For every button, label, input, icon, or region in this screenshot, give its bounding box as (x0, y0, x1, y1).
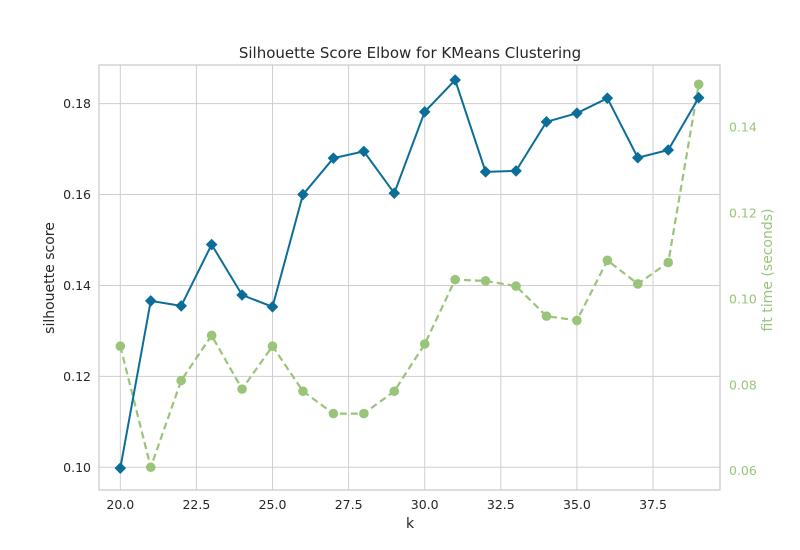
fit-time-point (298, 386, 308, 397)
fit-time-point (145, 462, 156, 473)
silhouette-point (175, 300, 187, 312)
y2-tick-label: 0.14 (729, 120, 757, 135)
series-silhouette-score (114, 74, 705, 474)
silhouette-point (236, 289, 248, 301)
y-tick-label: 0.16 (63, 187, 91, 202)
x-tick-label: 30.0 (411, 497, 439, 512)
x-tick-label: 25.0 (259, 497, 287, 512)
silhouette-point (571, 107, 583, 119)
silhouette-point (388, 187, 401, 199)
fit-time-point (572, 315, 582, 326)
silhouette-point (510, 165, 522, 177)
y-axis-label: silhouette score (42, 222, 58, 334)
x-tick-label: 27.5 (335, 497, 363, 512)
y2-tick-label: 0.06 (729, 463, 757, 478)
fit-time-point (663, 257, 674, 268)
fit-time-point (511, 281, 521, 291)
y-tick-label: 0.18 (63, 96, 91, 111)
y2-tick-label: 0.10 (729, 291, 757, 306)
silhouette-point (540, 116, 553, 128)
y-tick-label: 0.10 (63, 460, 91, 475)
y2-tick-label: 0.08 (729, 377, 757, 392)
silhouette-point (632, 151, 644, 164)
y-tick-label: 0.14 (63, 278, 91, 293)
fit-time-point (206, 330, 217, 341)
x-tick-label: 37.5 (639, 497, 667, 512)
chart-title: Silhouette Score Elbow for KMeans Cluste… (239, 44, 581, 62)
silhouette-point (479, 166, 492, 178)
silhouette-point (692, 91, 705, 104)
fit-time-point (389, 386, 400, 397)
plot-frame (98, 64, 721, 491)
silhouette-point (449, 74, 461, 86)
fit-time-point (115, 341, 126, 351)
fit-time-point (419, 339, 430, 349)
fit-time-line (119, 84, 700, 472)
silhouette-point (144, 295, 157, 307)
fit-time-point (602, 255, 613, 266)
fit-time-point (359, 408, 369, 419)
fit-time-point (328, 408, 339, 419)
silhouette-point (297, 188, 309, 201)
fit-time-point (541, 311, 552, 321)
x-axis-ticks: 20.0 22.5 25.0 27.5 30.0 32.5 35.0 37.5 (106, 497, 667, 512)
x-axis-label: k (406, 516, 415, 532)
silhouette-point (266, 301, 279, 313)
silhouette-point (601, 92, 614, 104)
series-layer (114, 74, 705, 474)
fit-time-point (693, 79, 704, 90)
x-tick-label: 35.0 (563, 497, 591, 512)
y-tick-label: 0.12 (63, 369, 91, 384)
silhouette-point (114, 462, 127, 474)
silhouette-point (205, 238, 218, 251)
fit-time-point (480, 276, 491, 286)
y2-axis-label: fit time (seconds) (760, 209, 776, 332)
silhouette-point (327, 152, 340, 164)
y2-axis-ticks: 0.06 0.08 0.10 0.12 0.14 (729, 120, 757, 478)
fit-time-point (237, 384, 247, 394)
silhouette-point (418, 106, 431, 118)
silhouette-point (358, 145, 370, 158)
grid-lines (99, 65, 720, 490)
fit-time-point (176, 375, 186, 386)
series-fit-time (115, 79, 704, 473)
y2-tick-label: 0.12 (729, 206, 757, 221)
silhouette-point (662, 144, 675, 156)
silhouette-line (119, 78, 700, 469)
fit-time-point (633, 279, 643, 289)
x-tick-label: 20.0 (106, 497, 134, 512)
x-tick-label: 22.5 (182, 497, 210, 512)
y-axis-ticks: 0.10 0.12 0.14 0.16 0.18 (63, 96, 91, 475)
fit-time-point (450, 274, 460, 285)
fit-time-point (267, 341, 278, 351)
x-tick-label: 32.5 (487, 497, 515, 512)
